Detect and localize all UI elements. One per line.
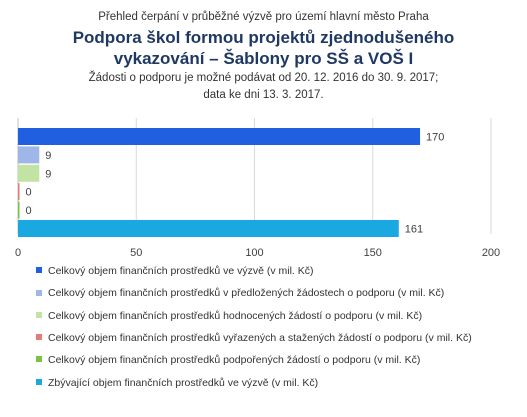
legend-swatch (36, 334, 42, 341)
bar (18, 183, 20, 201)
legend-item: Celkový objem finančních prostředků vyřa… (36, 331, 472, 345)
legend-item: Celkový objem finančních prostředků ve v… (36, 264, 314, 278)
legend-label: Celkový objem finančních prostředků v př… (48, 287, 445, 300)
bar-value-label: 9 (45, 168, 51, 180)
legend-item: Celkový objem finančních prostředků podp… (36, 353, 420, 367)
legend-swatch (36, 267, 42, 274)
bar-value-label: 9 (45, 150, 51, 162)
bar (18, 164, 40, 182)
legend-label: Celkový objem finančních prostředků hodn… (48, 309, 423, 322)
x-tick-label: 50 (130, 247, 142, 259)
x-tick-label: 100 (245, 247, 263, 259)
chart-title-line-1: Podpora škol formou projektů zjednodušen… (72, 28, 455, 47)
legend-swatch (36, 356, 42, 363)
legend-swatch (36, 289, 42, 296)
chart-subtitle: Přehled čerpání v průběžné výzvě pro úze… (98, 11, 429, 23)
legend-label: Zbývající objem finančních prostředků ve… (48, 376, 319, 389)
legend-swatch (36, 311, 42, 318)
legend-label: Celkový objem finančních prostředků ve v… (48, 265, 314, 277)
chart-title-line-2: vykazování – Šablony pro SŠ a VOŠ I (113, 49, 414, 68)
legend-item: Celkový objem finančních prostředků v př… (36, 286, 444, 300)
bar (18, 220, 399, 237)
bar-value-label: 0 (26, 205, 32, 217)
bar-value-label: 161 (405, 224, 423, 236)
x-tick-label: 200 (482, 247, 500, 259)
data-labels: 170 9 9 0 0 161 (26, 132, 445, 236)
x-tick-label: 0 (15, 247, 21, 259)
bar-chart: 170 9 9 0 0 161 0 50 100 150 200 (15, 118, 500, 259)
bars (18, 128, 421, 237)
legend-item: Celkový objem finančních prostředků hodn… (36, 309, 422, 323)
x-tick-label: 150 (364, 247, 382, 259)
x-axis-ticks: 0 50 100 150 200 (15, 247, 500, 259)
legend-label: Celkový objem finančních prostředků vyřa… (48, 331, 472, 344)
bar-value-label: 170 (426, 132, 444, 144)
bar (18, 201, 20, 219)
legend-label: Celkový objem finančních prostředků podp… (48, 354, 421, 367)
legend-item: Zbývající objem finančních prostředků ve… (36, 376, 318, 390)
chart-note-line-1: Žádosti o podporu je možné podávat od 20… (88, 72, 439, 84)
bar-value-label: 0 (26, 187, 32, 199)
chart-note-line-2: data ke dni 13. 3. 2017. (203, 89, 324, 101)
bar (18, 128, 421, 145)
bar (18, 146, 40, 164)
legend-swatch (36, 378, 42, 385)
